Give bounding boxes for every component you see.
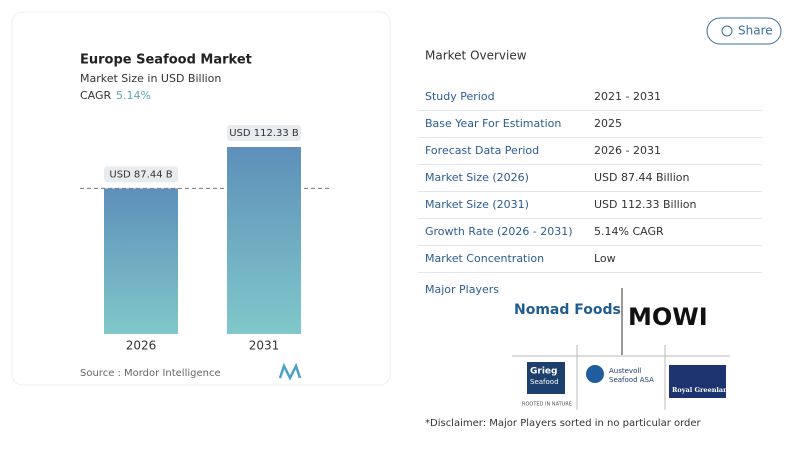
- logo-austevoll-mark: [586, 365, 604, 383]
- row-label: Study Period: [425, 90, 495, 103]
- share-button[interactable]: Share: [706, 17, 782, 45]
- chart-card: [11, 11, 391, 386]
- row-label: Market Size (2026): [425, 171, 529, 184]
- value-label-bg: [104, 166, 178, 183]
- logo-grieg: Seafood: [530, 378, 559, 386]
- row-value: 2025: [594, 117, 622, 130]
- chart-title: Europe Seafood Market: [80, 53, 252, 68]
- bar: [227, 147, 301, 334]
- disclaimer: *Disclaimer: Major Players sorted in no …: [425, 418, 702, 429]
- logo-nomad: Nomad Foods: [514, 302, 621, 318]
- row-value: Low: [594, 252, 616, 265]
- logo-greenland: Royal Greenland: [672, 386, 733, 394]
- logo-grieg-tagline: ROOTED IN NATURE: [522, 402, 572, 408]
- row-value: USD 112.33 Billion: [594, 198, 696, 211]
- logo-mowi: MOWI: [628, 303, 708, 331]
- row-label: Growth Rate (2026 - 2031): [425, 225, 573, 238]
- share-label[interactable]: Share: [738, 24, 773, 38]
- logo-austevoll: Austevoll: [609, 367, 641, 375]
- cagr-value: 5.14%: [116, 89, 151, 102]
- overview-title: Market Overview: [425, 49, 527, 63]
- source-label: Source :: [80, 368, 121, 379]
- row-label: Market Concentration: [425, 252, 544, 265]
- row-label: Base Year For Estimation: [425, 117, 561, 130]
- row-value: USD 87.44 Billion: [594, 171, 689, 184]
- row-label: Forecast Data Period: [425, 144, 539, 157]
- value-label: USD 112.33 B: [229, 128, 299, 139]
- logo-austevoll: Seafood ASA: [609, 376, 654, 384]
- row-label: Market Size (2031): [425, 198, 529, 211]
- value-label: USD 87.44 B: [109, 169, 172, 180]
- players-title: Major Players: [425, 283, 499, 296]
- row-value: 2021 - 2031: [594, 90, 661, 103]
- share-icon: [721, 25, 733, 37]
- logo-grieg: Grieg: [530, 367, 557, 377]
- logo-grieg-box: [527, 362, 565, 394]
- row-value: 5.14% CAGR: [594, 225, 664, 238]
- cagr-label: CAGR: [80, 89, 112, 102]
- value-label-bg: [227, 125, 301, 141]
- source: Mordor Intelligence: [124, 368, 221, 379]
- chart-subtitle: Market Size in USD Billion: [80, 72, 221, 85]
- row-value: 2026 - 2031: [594, 144, 661, 157]
- brand-icon: [278, 362, 302, 381]
- bar: [104, 188, 178, 334]
- x-tick-label: 2031: [249, 339, 280, 353]
- x-tick-label: 2026: [126, 339, 157, 353]
- logo-greenland-box: [669, 365, 726, 398]
